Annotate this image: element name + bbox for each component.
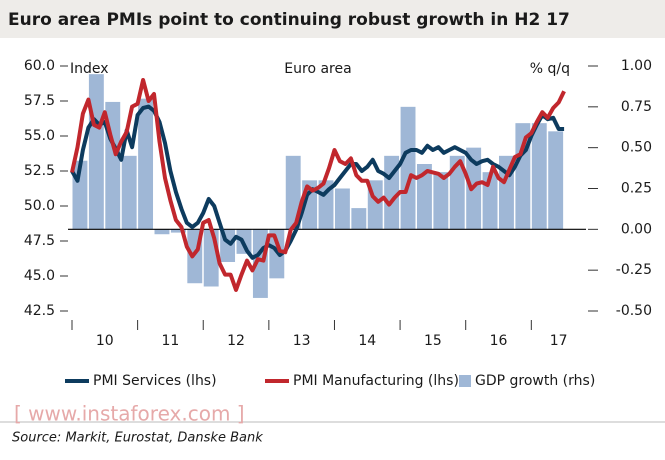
gdp-bar [334, 188, 350, 230]
chart-title: Euro area PMIs point to continuing robus… [8, 10, 570, 30]
y2-tick-label: -0.50 [616, 303, 652, 319]
gdp-bar [384, 155, 400, 230]
y-tick-label: 45.0 [24, 268, 55, 284]
gdp-bar [548, 131, 564, 230]
y-tick-label: 52.5 [24, 163, 55, 179]
gdp-bar [400, 106, 416, 230]
x-tick-label: 13 [293, 333, 311, 349]
gdp-bar [449, 155, 465, 230]
y-tick-label: 50.0 [24, 198, 55, 214]
gdp-bar [121, 155, 137, 230]
gdp-bar [351, 208, 367, 230]
y-tick-label: 55.0 [24, 128, 55, 144]
y-tick-label: 57.5 [24, 93, 55, 109]
y-tick-label: 47.5 [24, 233, 55, 249]
legend-label: PMI Manufacturing (lhs) [293, 373, 459, 389]
y-tick-label: 60.0 [24, 58, 55, 74]
y2-tick-label: 0.75 [621, 99, 652, 115]
x-tick-label: 12 [227, 333, 245, 349]
gdp-bar [433, 172, 449, 230]
gdp-bar [88, 74, 104, 230]
legend-swatch [459, 375, 471, 387]
gdp-bar [416, 164, 432, 230]
panel-note: Euro area [284, 61, 351, 77]
x-tick-label: 11 [162, 333, 180, 349]
x-tick-label: 17 [550, 333, 568, 349]
gdp-bar [154, 229, 170, 235]
x-tick-label: 10 [96, 333, 114, 349]
source: Source: Markit, Eurostat, Danske Bank [12, 431, 263, 446]
y2-tick-label: -0.25 [616, 262, 652, 278]
y2-tick-label: 0.50 [621, 140, 652, 156]
legend-label: GDP growth (rhs) [475, 373, 595, 389]
y2-tick-label: 0.00 [621, 221, 652, 237]
legend-label: PMI Services (lhs) [93, 373, 217, 389]
title-band [0, 0, 665, 38]
gdp-bar [285, 155, 301, 230]
x-tick-label: 15 [424, 333, 442, 349]
pmi-line [70, 78, 566, 292]
watermark: [ www.instaforex.com ] [14, 402, 245, 426]
left-axis-note: Index [70, 61, 109, 77]
x-tick-label: 16 [490, 333, 508, 349]
y2-tick-label: 0.25 [621, 181, 652, 197]
y2-tick-label: 1.00 [621, 58, 652, 74]
right-axis-note: % q/q [530, 61, 570, 77]
gdp-bar [138, 98, 154, 230]
gdp-bar [531, 123, 547, 230]
gdp-bar [170, 229, 186, 233]
y-tick-label: 42.5 [24, 303, 55, 319]
x-tick-label: 14 [358, 333, 376, 349]
